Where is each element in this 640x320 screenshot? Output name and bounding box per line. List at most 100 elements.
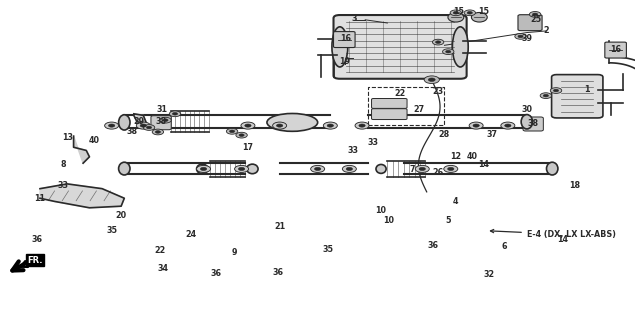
Circle shape <box>235 165 248 172</box>
Text: E-4 (DX, LX LX-ABS): E-4 (DX, LX LX-ABS) <box>490 229 616 239</box>
Circle shape <box>346 167 353 171</box>
Text: 30: 30 <box>522 105 532 114</box>
Ellipse shape <box>376 164 386 173</box>
Circle shape <box>239 134 244 136</box>
Circle shape <box>450 10 461 16</box>
Circle shape <box>104 122 118 129</box>
Circle shape <box>532 13 538 16</box>
Text: 3: 3 <box>351 14 357 23</box>
Circle shape <box>540 93 552 99</box>
FancyBboxPatch shape <box>333 32 355 48</box>
Text: 36: 36 <box>272 268 284 277</box>
Text: 7: 7 <box>410 165 415 174</box>
Text: 24: 24 <box>186 230 196 239</box>
Circle shape <box>419 167 426 171</box>
Circle shape <box>327 124 333 127</box>
Text: 21: 21 <box>274 222 285 231</box>
Text: 34: 34 <box>157 264 168 273</box>
Circle shape <box>543 94 548 97</box>
Circle shape <box>109 124 115 127</box>
Text: 35: 35 <box>107 226 118 235</box>
Ellipse shape <box>154 116 168 128</box>
Circle shape <box>444 165 458 172</box>
FancyBboxPatch shape <box>151 116 172 130</box>
Circle shape <box>140 124 147 127</box>
Circle shape <box>244 124 251 127</box>
Text: 38: 38 <box>127 127 138 136</box>
Ellipse shape <box>118 162 130 175</box>
Text: 29: 29 <box>133 117 145 126</box>
Text: 32: 32 <box>483 269 494 279</box>
Text: 15: 15 <box>454 7 465 16</box>
Circle shape <box>501 122 515 129</box>
Text: 12: 12 <box>451 152 461 161</box>
Text: 15: 15 <box>478 7 489 16</box>
Text: 4: 4 <box>453 197 459 206</box>
Text: 35: 35 <box>323 245 333 254</box>
Text: 22: 22 <box>155 246 166 255</box>
Ellipse shape <box>267 114 317 131</box>
Text: 33: 33 <box>348 146 358 155</box>
Ellipse shape <box>452 27 468 67</box>
Text: 25: 25 <box>531 15 542 24</box>
Polygon shape <box>40 184 124 208</box>
FancyBboxPatch shape <box>552 75 603 118</box>
Text: 2: 2 <box>543 27 548 36</box>
Text: 14: 14 <box>557 235 568 244</box>
Ellipse shape <box>448 12 464 22</box>
Ellipse shape <box>472 12 487 22</box>
Circle shape <box>433 39 444 45</box>
Circle shape <box>163 119 168 122</box>
Ellipse shape <box>547 162 558 175</box>
Text: 17: 17 <box>243 143 253 152</box>
Circle shape <box>147 126 152 129</box>
Circle shape <box>554 89 559 92</box>
Text: 26: 26 <box>433 168 444 177</box>
Circle shape <box>518 35 523 38</box>
Text: 33: 33 <box>58 181 68 190</box>
Polygon shape <box>134 114 147 123</box>
Circle shape <box>453 12 458 14</box>
Circle shape <box>227 128 238 134</box>
Circle shape <box>241 122 255 129</box>
Circle shape <box>436 41 441 44</box>
FancyBboxPatch shape <box>605 42 627 58</box>
Text: 1: 1 <box>584 85 590 94</box>
Circle shape <box>505 124 511 127</box>
Circle shape <box>469 122 483 129</box>
Circle shape <box>323 122 337 129</box>
Text: 36: 36 <box>428 241 438 250</box>
Circle shape <box>196 165 211 172</box>
Text: 39: 39 <box>522 34 532 43</box>
Text: 20: 20 <box>116 211 127 220</box>
Circle shape <box>136 122 150 129</box>
Text: 16: 16 <box>340 34 351 43</box>
Text: 10: 10 <box>376 206 387 215</box>
Text: 40: 40 <box>467 152 478 161</box>
FancyBboxPatch shape <box>518 15 542 31</box>
Circle shape <box>239 167 244 171</box>
Circle shape <box>172 113 177 115</box>
Ellipse shape <box>196 164 208 174</box>
Circle shape <box>160 117 172 123</box>
Circle shape <box>310 165 324 172</box>
Text: 37: 37 <box>486 130 497 139</box>
Circle shape <box>464 10 476 16</box>
Circle shape <box>276 124 283 127</box>
Text: 23: 23 <box>433 87 444 96</box>
Text: 27: 27 <box>413 105 425 114</box>
Text: 13: 13 <box>61 133 73 142</box>
Circle shape <box>529 12 541 17</box>
Text: 28: 28 <box>439 130 450 139</box>
Circle shape <box>200 167 207 171</box>
Circle shape <box>467 12 472 14</box>
Circle shape <box>355 122 369 129</box>
Text: FR.: FR. <box>20 256 43 267</box>
Circle shape <box>359 124 365 127</box>
Text: 19: 19 <box>339 57 351 66</box>
Text: 36: 36 <box>32 235 43 244</box>
Text: 33: 33 <box>368 138 379 147</box>
Circle shape <box>170 111 180 117</box>
FancyBboxPatch shape <box>333 15 467 79</box>
Ellipse shape <box>332 27 348 67</box>
